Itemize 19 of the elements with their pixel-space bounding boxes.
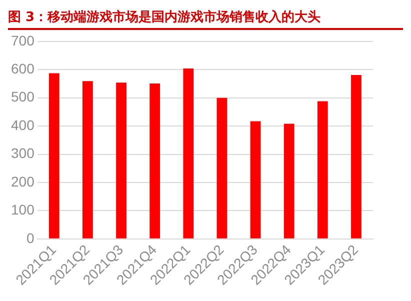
y-tick-label: 100	[11, 202, 35, 218]
y-tick-label: 200	[11, 173, 35, 190]
y-tick-label: 500	[11, 88, 35, 105]
y-tick-label: 700	[11, 32, 35, 48]
y-tick-label: 400	[11, 116, 35, 133]
y-tick-label: 300	[11, 145, 35, 162]
bar	[250, 121, 261, 238]
bar	[183, 68, 194, 238]
bar	[351, 74, 362, 238]
chart-title: 图 3：移动端游戏市场是国内游戏市场销售收入的大头	[8, 8, 403, 30]
bar	[150, 83, 160, 238]
bar	[82, 81, 93, 238]
bar	[284, 124, 294, 238]
y-tick-label: 0	[26, 230, 35, 246]
y-tick-label: 600	[11, 60, 35, 76]
bar	[317, 101, 328, 238]
bar	[48, 73, 60, 238]
bar	[116, 82, 126, 238]
bar	[216, 98, 228, 238]
